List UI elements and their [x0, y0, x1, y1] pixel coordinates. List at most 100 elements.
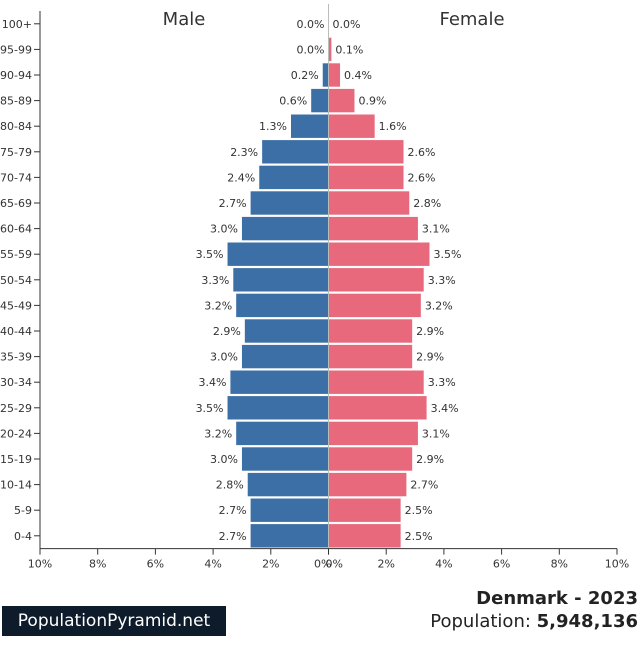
female-bar [328, 242, 430, 266]
female-bar [328, 293, 421, 318]
female-value-label: 3.4% [431, 402, 459, 415]
male-value-label: 3.5% [196, 248, 224, 261]
x-tick-label: 0% [326, 558, 343, 571]
age-group-label: 45-49 [0, 299, 32, 312]
male-value-label: 2.7% [219, 504, 247, 517]
male-bar [250, 498, 329, 522]
age-group-label: 25-29 [0, 402, 32, 415]
male-bar [290, 114, 329, 138]
male-bar [241, 344, 329, 369]
male-bar [250, 191, 329, 215]
female-value-label: 1.6% [379, 120, 407, 133]
female-bar [328, 140, 404, 164]
male-bar [247, 472, 329, 497]
x-tick-label: 6% [147, 558, 164, 571]
male-value-label: 0.0% [297, 18, 325, 31]
age-group-label: 10-14 [0, 479, 32, 492]
age-group-label: 50-54 [0, 274, 32, 287]
male-value-label: 0.0% [297, 43, 325, 56]
male-value-label: 2.3% [230, 146, 258, 159]
female-value-label: 3.5% [433, 248, 461, 261]
male-value-label: 3.4% [198, 376, 226, 389]
male-value-label: 3.2% [204, 299, 232, 312]
female-bar [328, 370, 424, 394]
age-group-label: 5-9 [14, 504, 32, 517]
x-tick-label: 6% [493, 558, 510, 571]
x-tick-label: 0% [314, 558, 331, 571]
x-tick-label: 4% [204, 558, 221, 571]
male-value-label: 0.2% [291, 69, 319, 82]
male-bar [244, 319, 329, 343]
population-total: Population: 5,948,136 [430, 611, 638, 632]
male-bar [241, 447, 329, 471]
male-bar [241, 216, 329, 241]
female-bar [328, 88, 355, 113]
female-value-label: 3.3% [428, 274, 456, 287]
male-value-label: 2.8% [216, 479, 244, 492]
male-value-label: 3.0% [210, 351, 238, 364]
age-group-label: 60-64 [0, 223, 32, 236]
male-bar [322, 63, 329, 87]
age-group-label: 90-94 [0, 69, 32, 82]
female-heading: Female [439, 9, 504, 30]
female-value-label: 2.5% [405, 530, 433, 543]
male-value-label: 3.0% [210, 223, 238, 236]
female-value-label: 2.8% [413, 197, 441, 210]
female-bar [328, 472, 407, 497]
female-bar [328, 216, 418, 241]
female-bar [328, 498, 401, 522]
female-value-label: 2.5% [405, 504, 433, 517]
male-bar [227, 396, 329, 420]
female-value-label: 3.3% [428, 376, 456, 389]
male-bar [250, 524, 329, 548]
female-value-label: 2.9% [416, 325, 444, 338]
female-value-label: 3.2% [425, 299, 453, 312]
x-axis: 10% 8% 6% 4% 2% 0%0% 2% 4% 6% 8% 10% [28, 548, 629, 571]
female-bar [328, 421, 418, 446]
male-bar [227, 242, 329, 266]
female-bar [328, 165, 404, 190]
age-group-label: 95-99 [0, 43, 32, 56]
age-group-label: 30-34 [0, 376, 32, 389]
male-bar [262, 140, 329, 164]
female-bar [328, 268, 424, 292]
age-group-label: 0-4 [14, 530, 32, 543]
x-tick-label: 4% [435, 558, 452, 571]
x-tick-label: 2% [377, 558, 394, 571]
female-value-label: 0.9% [358, 95, 386, 108]
male-value-label: 0.6% [279, 95, 307, 108]
male-value-label: 2.9% [213, 325, 241, 338]
population-label: Population: [430, 611, 537, 632]
male-bar [233, 268, 329, 292]
population-pyramid-chart: Male Female 0.0% 0.0% 0.0% 0.1% 0.2% 0.4% 0.6%… [0, 4, 629, 571]
male-value-label: 3.0% [210, 453, 238, 466]
x-tick-label: 8% [551, 558, 568, 571]
male-bar [236, 421, 329, 446]
female-bar [328, 37, 332, 62]
female-value-label: 2.7% [410, 479, 438, 492]
male-value-label: 1.3% [259, 120, 287, 133]
female-bar [328, 319, 413, 343]
male-value-label: 3.5% [196, 402, 224, 415]
male-value-label: 3.3% [201, 274, 229, 287]
x-tick-label: 8% [89, 558, 106, 571]
female-bar [328, 63, 341, 87]
age-group-label: 70-74 [0, 171, 32, 184]
male-value-label: 3.2% [204, 427, 232, 440]
age-group-label: 35-39 [0, 351, 32, 364]
age-group-label: 100+ [2, 18, 32, 31]
female-bar [328, 344, 413, 369]
male-value-label: 2.7% [219, 530, 247, 543]
female-value-label: 3.1% [422, 427, 450, 440]
age-group-label: 85-89 [0, 95, 32, 108]
brand-logo[interactable]: PopulationPyramid.net [2, 606, 226, 636]
female-value-label: 2.6% [408, 171, 436, 184]
country-year-title: Denmark - 2023 [476, 588, 638, 609]
male-bar [230, 370, 329, 394]
female-value-label: 0.4% [344, 69, 372, 82]
male-heading: Male [163, 9, 206, 30]
population-value: 5,948,136 [536, 611, 638, 632]
bars-group [227, 37, 430, 548]
y-axis: 100+ 95-99 90-94 85-89 80-84 75-79 70-74 65-69 6… [0, 4, 329, 549]
female-value-label: 2.9% [416, 453, 444, 466]
